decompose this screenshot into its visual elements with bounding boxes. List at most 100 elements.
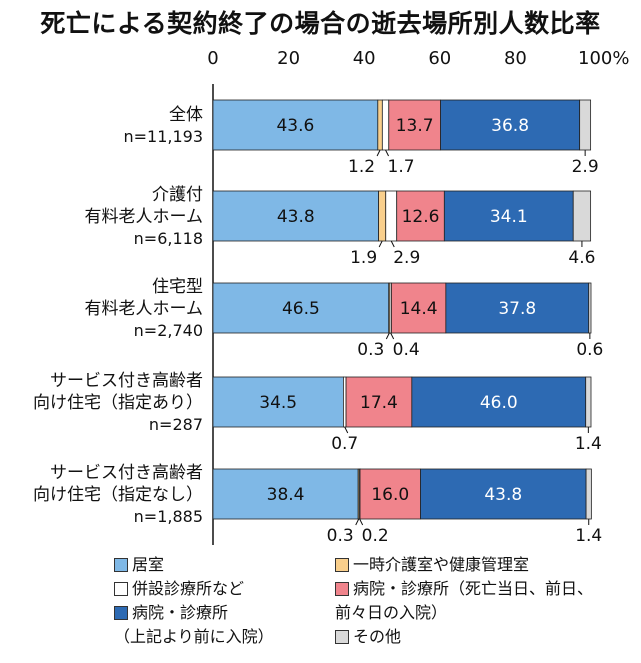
legend-swatch — [335, 582, 349, 596]
below-label: 0.4 — [393, 340, 420, 360]
x-tick-label: 0 — [207, 48, 218, 69]
bar-segment — [378, 190, 387, 242]
bar-segment — [572, 190, 592, 242]
leader-line — [355, 518, 360, 526]
category-label: 有料老人ホーム — [85, 207, 204, 227]
category-label: n=2,740 — [134, 321, 203, 340]
legend-swatch — [335, 630, 349, 644]
below-label: 0.3 — [357, 340, 384, 360]
legend-swatch — [335, 558, 349, 572]
bar-segment — [381, 99, 390, 151]
legend-label: 居室 — [132, 555, 165, 574]
below-label: 0.2 — [362, 526, 389, 546]
legend-label: 前々日の入院） — [335, 603, 448, 622]
legend-label: （上記より前に入院） — [114, 627, 274, 646]
bar-segment — [359, 468, 421, 520]
legend-item: 居室 — [114, 556, 164, 574]
bar-segment — [420, 468, 587, 520]
bar-segment — [440, 99, 581, 151]
bar-segment — [388, 99, 441, 151]
below-label: 1.7 — [388, 157, 415, 177]
bar-segment — [391, 282, 447, 334]
category-label: 住宅型 — [152, 277, 203, 297]
x-tick-label: 100% — [578, 48, 629, 69]
leader-line — [359, 518, 364, 526]
bar-segment — [212, 282, 390, 334]
data-label: 14.4 — [400, 299, 438, 319]
legend-label: 一時介護室や健康管理室 — [353, 555, 530, 574]
x-tick-label: 20 — [277, 48, 300, 69]
x-tick-label: 80 — [504, 48, 527, 69]
data-label: 17.4 — [360, 393, 398, 413]
legend-item: （上記より前に入院） — [114, 628, 274, 646]
data-label: 46.5 — [282, 299, 320, 319]
data-label: 46.0 — [480, 393, 518, 413]
below-label: 0.3 — [327, 526, 354, 546]
below-label: 1.9 — [350, 248, 377, 268]
below-label: 1.4 — [575, 434, 602, 454]
bar-segment — [579, 99, 592, 151]
data-label: 16.0 — [371, 485, 409, 505]
legend-label: 病院・診療所 — [132, 603, 229, 622]
data-label: 43.6 — [276, 116, 314, 136]
category-label: 介護付 — [152, 185, 203, 205]
data-label: 43.8 — [484, 485, 522, 505]
bar-segment — [345, 376, 413, 428]
below-label: 1.2 — [348, 157, 375, 177]
legend-item: その他 — [335, 628, 401, 646]
legend-swatch — [114, 558, 128, 572]
category-label: n=287 — [149, 415, 203, 434]
x-tick-label: 40 — [353, 48, 376, 69]
legend-item: 前々日の入院） — [335, 604, 447, 622]
legend-label: その他 — [353, 627, 402, 646]
bar-segment — [212, 99, 379, 151]
leader-line — [390, 240, 395, 248]
chart-title: 死亡による契約終了の場合の逝去場所別人数比率 — [40, 9, 601, 38]
category-label: 全体 — [169, 105, 203, 125]
legend-swatch — [114, 582, 128, 596]
leader-line — [376, 149, 381, 157]
below-label: 0.6 — [576, 340, 603, 360]
legend-item: 一時介護室や健康管理室 — [335, 556, 529, 574]
data-label: 43.8 — [277, 207, 315, 227]
below-label: 4.6 — [568, 248, 595, 268]
data-label: 12.6 — [402, 207, 440, 227]
category-label: サービス付き高齢者 — [50, 371, 203, 391]
bar-segment — [445, 282, 590, 334]
below-label: 0.7 — [331, 434, 358, 454]
data-label: 34.5 — [259, 393, 297, 413]
legend-label: 併設診療所など — [132, 579, 245, 598]
legend-label: 病院・診療所（死亡当日、前日、 — [353, 579, 594, 598]
category-label: n=1,885 — [134, 507, 203, 526]
category-label: 有料老人ホーム — [85, 299, 204, 319]
bar-segment — [411, 376, 587, 428]
leader-line — [378, 240, 383, 248]
leader-line — [344, 426, 349, 434]
legend-item: 併設診療所など — [114, 580, 244, 598]
data-label: 38.4 — [267, 485, 305, 505]
legend-swatch — [114, 606, 128, 620]
bar-segment — [396, 190, 445, 242]
bar-segment — [212, 190, 379, 242]
bar-segment — [212, 468, 359, 520]
legend-item: 病院・診療所（死亡当日、前日、 — [335, 580, 593, 598]
bar-segment — [585, 376, 592, 428]
leader-line — [390, 332, 395, 340]
bar-segment — [377, 99, 383, 151]
category-label: サービス付き高齢者 — [50, 463, 203, 483]
category-label: 向け住宅（指定なし） — [33, 485, 203, 505]
data-label: 34.1 — [490, 207, 528, 227]
data-label: 13.7 — [396, 116, 434, 136]
data-label: 37.8 — [498, 299, 536, 319]
below-label: 1.4 — [575, 526, 602, 546]
bar-segment — [585, 468, 592, 520]
bar-segment — [588, 282, 592, 334]
below-label: 2.9 — [572, 157, 599, 177]
bar-segment — [443, 190, 574, 242]
x-tick-label: 60 — [428, 48, 451, 69]
bar-segment — [212, 376, 344, 428]
leader-line — [385, 149, 390, 157]
category-label: 向け住宅（指定あり） — [33, 393, 203, 413]
leader-line — [385, 332, 390, 340]
